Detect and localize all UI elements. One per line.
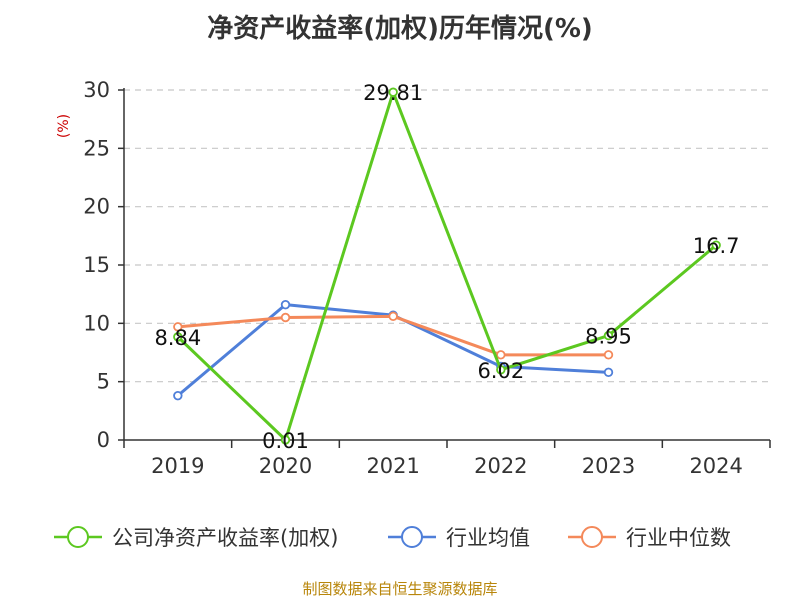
series-line (177, 314, 609, 357)
y-tick-label: 10 (83, 311, 110, 335)
legend-marker (67, 526, 89, 548)
legend-label: 行业均值 (446, 526, 530, 550)
data-point (173, 332, 183, 342)
data-label: 0.01 (262, 429, 309, 453)
data-label: 8.84 (154, 326, 201, 350)
y-tick-label: 15 (83, 253, 110, 277)
data-point (496, 350, 506, 360)
axes: 0 5 10 15 20 25 30 (%) 2019 2020 2021 2022 2023 2024 (56, 78, 771, 478)
series-line (176, 90, 718, 442)
data-point (280, 299, 291, 310)
data-label: 6.02 (477, 359, 524, 383)
x-tick-label: 2023 (582, 454, 635, 478)
x-tick-label: 2024 (689, 454, 742, 478)
data-point (603, 367, 614, 378)
y-tick-label: 5 (97, 370, 110, 394)
chart-title: 净资产收益率(加权)历年情况(%) (207, 14, 593, 44)
data-point (388, 311, 398, 322)
legend-label: 行业中位数 (626, 526, 731, 550)
x-tick-label: 2020 (259, 454, 312, 478)
series-lines (173, 87, 721, 445)
x-tick-label: 2019 (151, 454, 204, 478)
grid-lines (124, 89, 770, 383)
y-tick-label: 0 (97, 428, 110, 452)
data-labels: 8.84 0.01 29.81 6.02 8.95 16.7 (154, 81, 739, 453)
legend-marker (581, 526, 603, 548)
x-tick-label: 2022 (474, 454, 527, 478)
legend: 公司净资产收益率(加权) 行业均值 行业中位数 (54, 526, 731, 550)
data-label: 29.81 (363, 81, 423, 105)
x-tick-label: 2021 (366, 454, 419, 478)
data-point (711, 240, 721, 250)
y-tick-label: 25 (83, 136, 110, 160)
data-point (280, 312, 291, 323)
data-point (280, 435, 291, 445)
source-note: 制图数据来自恒生聚源数据库 (302, 580, 498, 598)
data-point (388, 87, 398, 97)
data-point (603, 330, 614, 341)
y-tick-label: 30 (83, 78, 110, 102)
data-point (173, 390, 183, 401)
data-point (173, 322, 183, 332)
data-point (496, 365, 506, 375)
legend-marker (401, 526, 423, 548)
data-label: 16.7 (693, 234, 740, 258)
data-point (603, 350, 614, 360)
y-axis-unit: (%) (56, 114, 72, 138)
legend-label: 公司净资产收益率(加权) (112, 526, 338, 550)
y-tick-label: 20 (83, 195, 110, 219)
data-label: 8.95 (585, 325, 632, 349)
